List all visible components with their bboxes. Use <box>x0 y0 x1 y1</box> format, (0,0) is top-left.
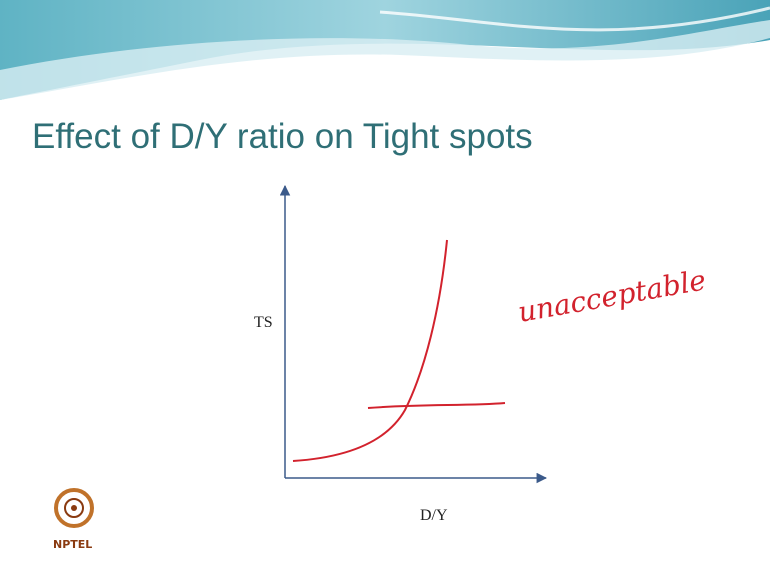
y-axis-label: TS <box>254 314 273 331</box>
slide: Effect of D/Y ratio on Tight spots TS D/… <box>0 0 770 580</box>
logo-text: NPTEL <box>53 538 92 551</box>
sketch-threshold <box>368 403 505 408</box>
slide-title: Effect of D/Y ratio on Tight spots <box>32 117 533 156</box>
sketch-curve <box>293 240 447 461</box>
logo: NPTEL <box>53 490 92 551</box>
x-axis-label: D/Y <box>420 507 448 524</box>
handwritten-annotation: unacceptable <box>515 263 708 328</box>
